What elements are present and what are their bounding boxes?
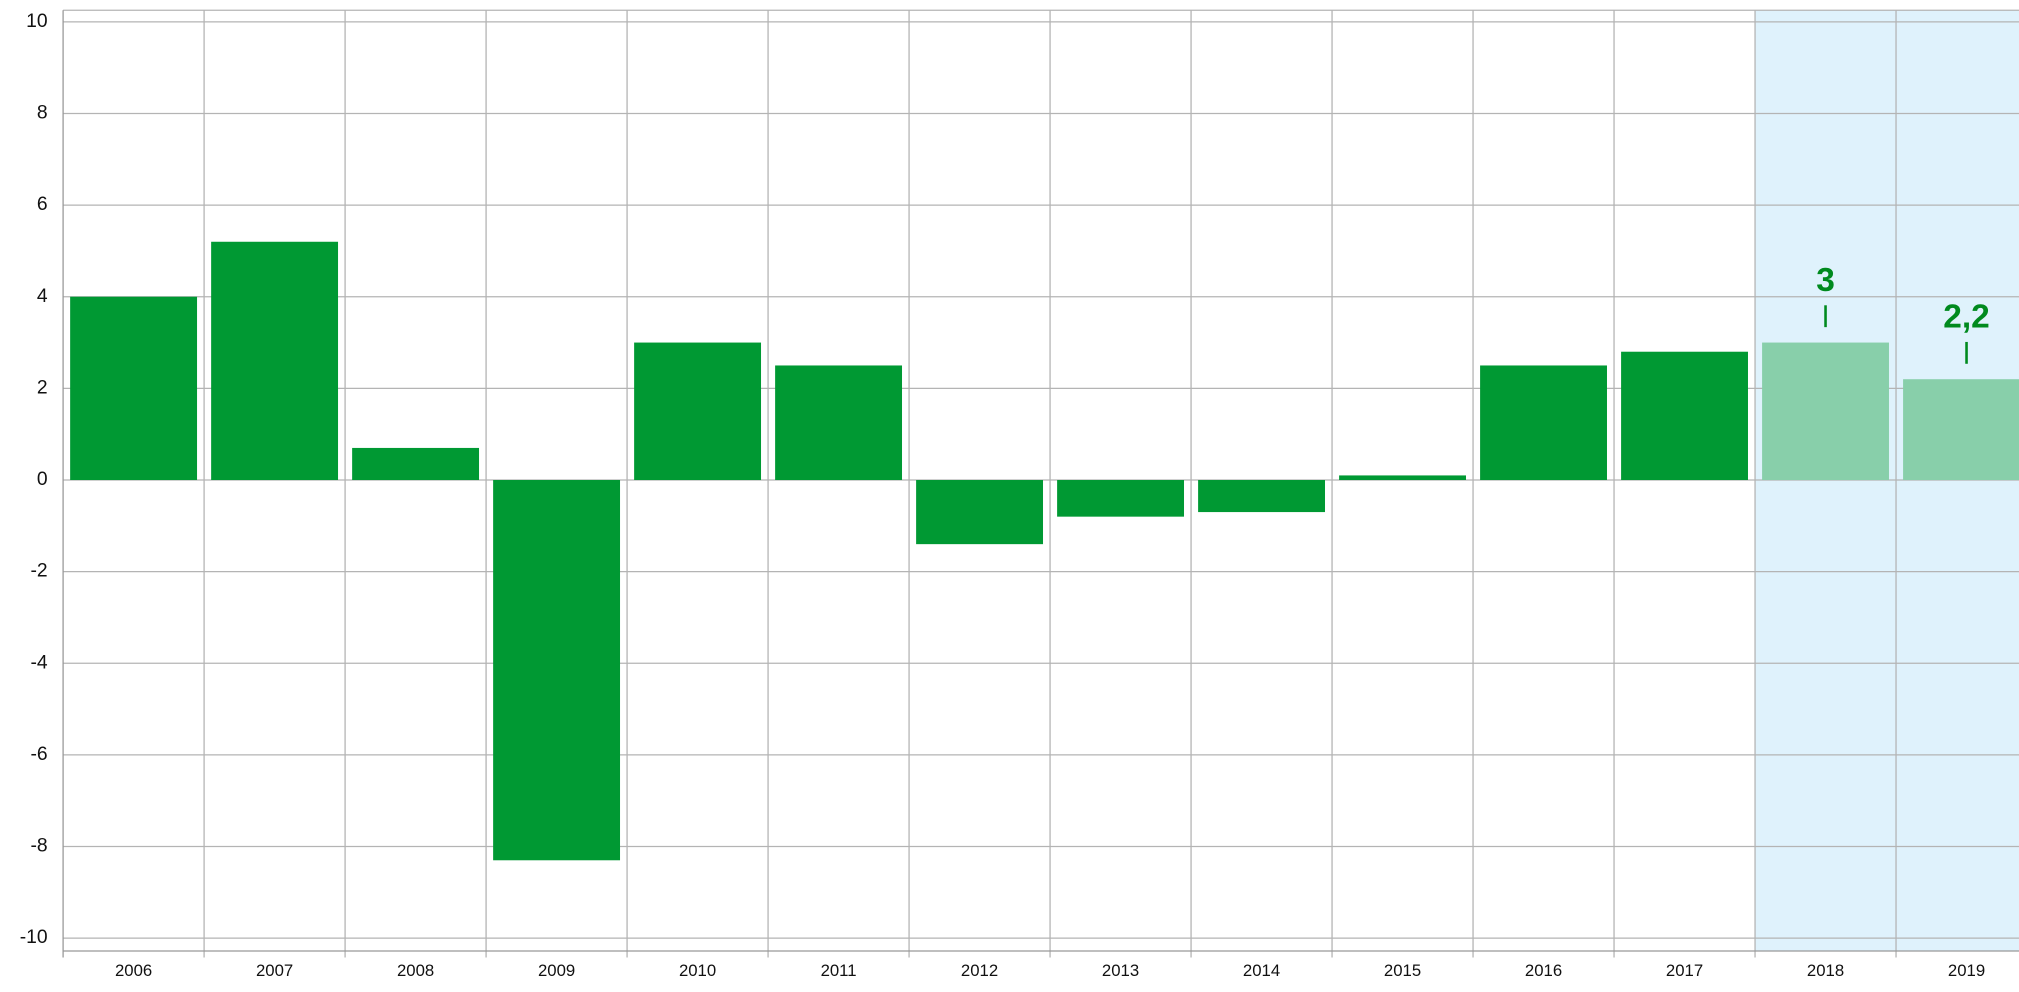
x-tick-label: 2015 xyxy=(1384,961,1421,980)
x-tick-label: 2013 xyxy=(1102,961,1139,980)
bar xyxy=(1339,475,1466,481)
y-tick-label: 10 xyxy=(26,11,47,32)
x-tick-label: 2014 xyxy=(1243,961,1280,980)
y-tick-label: 4 xyxy=(37,286,48,307)
bar xyxy=(1621,351,1748,481)
y-tick-label: 8 xyxy=(37,103,48,124)
y-tick-label: -2 xyxy=(30,561,47,582)
y-tick-label: -4 xyxy=(30,652,47,673)
x-tick-label: 2006 xyxy=(115,961,152,980)
x-tick-label: 2009 xyxy=(538,961,575,980)
bar xyxy=(1057,480,1185,517)
x-tick-label: 2008 xyxy=(397,961,434,980)
x-tick-label: 2007 xyxy=(256,961,293,980)
y-tick-label: 0 xyxy=(37,469,48,490)
bar xyxy=(1198,480,1326,513)
value-label: 2,2 xyxy=(1943,299,1990,336)
bar xyxy=(70,296,198,481)
bar xyxy=(493,480,621,861)
x-tick-label: 2016 xyxy=(1525,961,1562,980)
x-tick-label: 2010 xyxy=(679,961,716,980)
x-tick-label: 2011 xyxy=(821,961,857,980)
bar xyxy=(1762,342,1889,481)
x-tick-label: 2019 xyxy=(1948,961,1985,980)
y-tick-label: -6 xyxy=(30,744,47,765)
bar xyxy=(634,342,762,481)
value-label: 3 xyxy=(1816,262,1835,299)
bar xyxy=(775,365,903,481)
x-tick-label: 2012 xyxy=(961,961,998,980)
bar xyxy=(352,447,480,481)
y-tick-label: 6 xyxy=(37,194,48,215)
y-tick-label: -10 xyxy=(20,927,48,948)
x-tick-label: 2017 xyxy=(1666,961,1703,980)
y-tick-label: 2 xyxy=(37,377,48,398)
bar xyxy=(211,241,339,481)
bar xyxy=(1480,365,1607,481)
bar xyxy=(1903,379,2019,481)
y-tick-label: -8 xyxy=(30,836,47,857)
bar xyxy=(916,480,1044,545)
x-tick-label: 2018 xyxy=(1807,961,1844,980)
